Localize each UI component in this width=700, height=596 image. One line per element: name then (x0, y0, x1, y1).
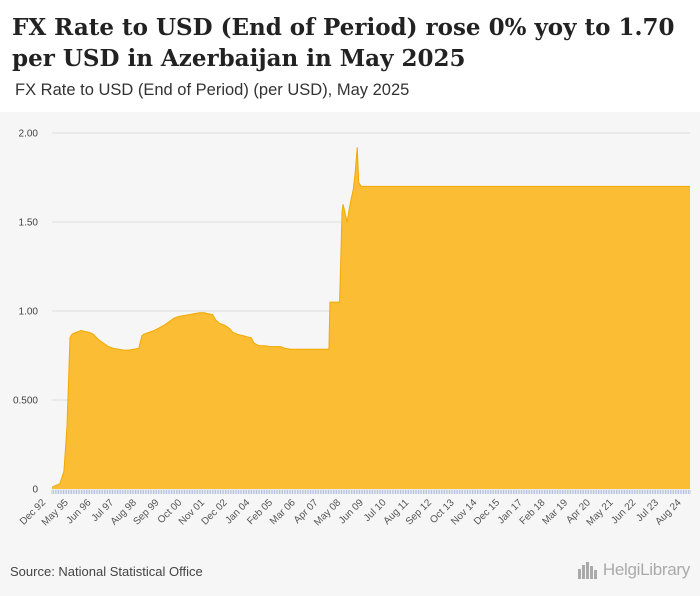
source-note: Source: National Statistical Office (10, 564, 203, 579)
x-tick-label: Sep 99 (131, 497, 161, 527)
x-tick-label: Jun 09 (337, 497, 366, 526)
chart-title: FX Rate to USD (End of Period) rose 0% y… (12, 14, 675, 72)
y-tick-label: 1.50 (19, 218, 39, 229)
y-tick-label: 1.00 (19, 307, 39, 318)
y-axis: 0 0.500 1.00 1.50 2.00 (13, 129, 38, 496)
x-tick-label: Sep 12 (404, 497, 434, 527)
chart-footer: Source: National Statistical Office Helg… (0, 550, 700, 596)
y-tick-label: 0 (32, 485, 38, 496)
x-tick-label: Dec 15 (472, 497, 502, 527)
series-layer (51, 147, 690, 490)
x-tick-label: Dec 02 (200, 497, 230, 527)
chart-header: FX Rate to USD (End of Period) rose 0% y… (0, 0, 700, 112)
logo-text: HelgiLibrary (602, 560, 690, 579)
helgilibrary-logo[interactable]: HelgiLibrary (577, 560, 690, 580)
series-area (52, 147, 690, 490)
x-tick-label: Mar 19 (540, 497, 570, 527)
chart-subtitle: FX Rate to USD (End of Period) (per USD)… (15, 81, 410, 99)
x-tick-label: Jun 96 (65, 497, 94, 526)
series-line (51, 147, 690, 488)
y-tick-label: 2.00 (19, 129, 39, 140)
x-tick-label: Aug 24 (654, 497, 684, 527)
x-tick-label: Jun 22 (609, 497, 638, 526)
x-tick-label: Mar 06 (268, 497, 298, 527)
city-skyline-icon (577, 562, 597, 579)
y-tick-label: 0.500 (13, 396, 38, 407)
